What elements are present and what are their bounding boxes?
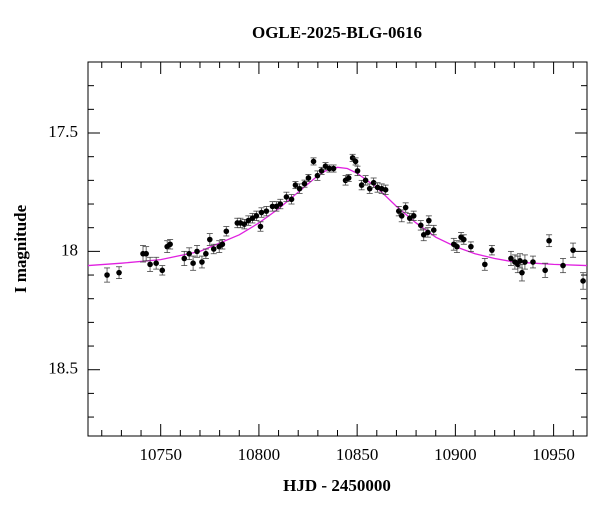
data-point — [358, 182, 365, 188]
data-point — [580, 278, 586, 284]
data-point — [382, 187, 389, 193]
data-point — [461, 236, 467, 243]
data-point — [546, 237, 552, 244]
data-point — [402, 204, 409, 211]
data-point — [210, 246, 217, 252]
data-point — [417, 222, 424, 229]
x-tick-label: 10900 — [434, 445, 477, 464]
data-point — [454, 243, 460, 250]
data-point — [430, 227, 437, 233]
data-point — [395, 208, 402, 214]
data-point — [199, 259, 205, 265]
data-point — [207, 236, 213, 243]
data-point — [352, 158, 359, 165]
data-point — [354, 168, 361, 174]
data-point — [318, 168, 325, 174]
data-point — [104, 272, 110, 278]
data-point — [468, 243, 474, 250]
data-point — [489, 247, 495, 253]
data-point — [283, 194, 290, 200]
x-tick-label: 10800 — [238, 445, 281, 464]
y-axis-label: I magnitude — [11, 204, 30, 293]
data-point — [269, 203, 276, 210]
data-point — [398, 213, 405, 219]
data-point — [314, 172, 321, 179]
data-point — [330, 165, 337, 172]
y-tick-label: 18 — [61, 240, 78, 259]
data-point — [219, 241, 226, 248]
data-point — [310, 158, 317, 165]
data-point — [370, 179, 377, 186]
data-point — [116, 269, 122, 276]
data-point — [530, 259, 536, 265]
data-point — [203, 250, 209, 257]
data-point — [508, 255, 514, 262]
data-point — [482, 261, 488, 268]
data-point — [257, 223, 264, 230]
data-point — [288, 196, 295, 203]
data-point — [345, 175, 352, 181]
plot-frame — [87, 61, 588, 437]
data-point — [301, 180, 308, 187]
data-point — [263, 208, 270, 214]
data-point — [153, 260, 159, 267]
data-point — [420, 231, 427, 238]
data-point — [190, 260, 196, 267]
data-point — [570, 247, 576, 253]
data-point — [186, 250, 192, 257]
data-point — [143, 250, 149, 257]
y-tick-label: 18.5 — [48, 359, 78, 378]
data-point — [159, 267, 166, 274]
data-point — [253, 213, 260, 219]
data-point — [296, 185, 303, 192]
data-point — [522, 259, 528, 265]
data-point — [426, 217, 432, 224]
data-point — [366, 185, 373, 192]
data-point — [194, 248, 200, 255]
x-axis-label: HJD - 2450000 — [283, 476, 391, 495]
data-point — [519, 269, 525, 276]
data-point — [517, 258, 523, 264]
y-tick-label: 17.5 — [48, 122, 78, 141]
data-point — [425, 229, 431, 236]
x-tick-label: 10750 — [139, 445, 182, 464]
data-point — [223, 228, 230, 235]
chart-title: OGLE-2025-BLG-0616 — [252, 23, 422, 42]
data-point — [560, 262, 566, 269]
model-curve — [87, 166, 588, 267]
data-point — [277, 201, 284, 207]
data-point — [167, 241, 173, 248]
data-point — [245, 217, 252, 224]
data-point — [362, 177, 369, 184]
data-point — [305, 175, 312, 181]
data-point — [181, 255, 188, 262]
data-point — [542, 267, 548, 274]
data-point — [410, 213, 417, 219]
data-point — [147, 261, 153, 268]
x-tick-label: 10950 — [532, 445, 575, 464]
x-tick-label: 10850 — [336, 445, 379, 464]
data-point — [258, 209, 265, 216]
data-point — [326, 165, 333, 172]
